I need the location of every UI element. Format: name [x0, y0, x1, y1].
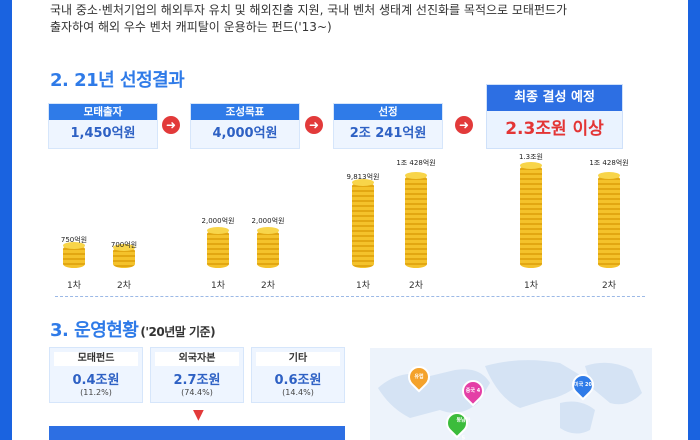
round-label: 2차 [601, 281, 616, 291]
op-label: 모태펀드 [54, 352, 138, 366]
section-2-title: 2. 21년 선정결과 [50, 70, 185, 91]
section-3-title-text: 3. 운영현황 [50, 320, 139, 341]
op-box-fund: 모태펀드 0.4조원 (11.2%) [49, 347, 143, 403]
op-box-foreign: 외국자본 2.7조원 (74.4%) [150, 347, 244, 403]
coin-amount: 9,813억원 [346, 173, 380, 181]
round-label: 2차 [408, 281, 423, 291]
final-label: 최종 결성 예정 [487, 85, 622, 111]
bottom-bar [49, 426, 345, 440]
stage-box-selected: 선정 2조 241억원 [333, 103, 443, 149]
coin-stack [405, 172, 427, 268]
stage-value: 1,450억원 [70, 126, 136, 141]
stage-label: 모태출자 [49, 104, 157, 120]
section-divider [55, 296, 645, 297]
op-label: 기타 [256, 352, 340, 366]
arrow-right-icon: ➜ [162, 116, 180, 134]
arrow-right-icon: ➜ [455, 116, 473, 134]
section-3-note: ('20년말 기준) [140, 325, 216, 339]
stage-value: 4,000억원 [212, 126, 278, 141]
coin-stack [598, 172, 620, 268]
arrow-right-icon: ➜ [305, 116, 323, 134]
coin-amount: 1조 428억원 [396, 159, 436, 167]
round-label: 2차 [260, 281, 275, 291]
intro-line-1: 국내 중소·벤처기업의 해외투자 유치 및 해외진출 지원, 국내 벤처 생태계… [50, 3, 568, 17]
intro-text: 국내 중소·벤처기업의 해외투자 유치 및 해외진출 지원, 국내 벤처 생태계… [50, 2, 650, 36]
intro-line-2: 출자하여 해외 우수 벤처 캐피탈이 운용하는 펀드('13~) [50, 20, 332, 34]
final-value: 2.3조원 이상 [505, 119, 604, 139]
section-3-title: 3. 운영현황 ('20년말 기준) [50, 316, 216, 342]
coin-amount: 700억원 [110, 241, 138, 249]
coin-amount: 2,000억원 [201, 217, 235, 225]
round-label: 1차 [66, 281, 81, 291]
round-label: 1차 [210, 281, 225, 291]
stage-box-final: 최종 결성 예정 2.3조원 이상 [486, 84, 623, 149]
round-label: 1차 [355, 281, 370, 291]
op-value: 2.7조원 [173, 373, 221, 388]
op-percent: (11.2%) [80, 388, 112, 397]
pin-label: 유럽 [414, 374, 424, 380]
op-percent: (14.4%) [282, 388, 314, 397]
coin-stack [113, 244, 135, 268]
stage-label: 조성목표 [191, 104, 299, 120]
op-value: 0.6조원 [274, 373, 322, 388]
coin-amount: 1조 428억원 [589, 159, 629, 167]
coin-stack [207, 227, 229, 268]
down-arrow-icon: ▼ [193, 407, 204, 423]
stage-label: 선정 [334, 104, 442, 120]
op-box-other: 기타 0.6조원 (14.4%) [251, 347, 345, 403]
coin-amount: 1.3조원 [518, 153, 543, 161]
coin-stack [352, 179, 374, 268]
coin-amount: 2,000억원 [251, 217, 285, 225]
op-label: 외국자본 [155, 352, 239, 366]
op-percent: (74.4%) [181, 388, 213, 397]
world-map: 유럽 중국 4 동남아 5 미국 20 [370, 348, 652, 440]
stage-value: 2조 241억원 [349, 126, 427, 141]
pin-label: 동남아 5 [456, 417, 471, 440]
coin-stack [520, 162, 542, 268]
pin-label: 미국 20 [574, 382, 592, 388]
round-label: 2차 [116, 281, 131, 291]
round-label: 1차 [523, 281, 538, 291]
stage-box-target: 조성목표 4,000억원 [190, 103, 300, 149]
coin-stack [63, 242, 85, 268]
world-map-shape-icon [378, 360, 642, 434]
coin-stack [257, 227, 279, 268]
stage-box-fund: 모태출자 1,450억원 [48, 103, 158, 149]
op-value: 0.4조원 [72, 373, 120, 388]
pin-label: 중국 4 [465, 388, 481, 394]
coin-amount: 750억원 [60, 236, 88, 244]
